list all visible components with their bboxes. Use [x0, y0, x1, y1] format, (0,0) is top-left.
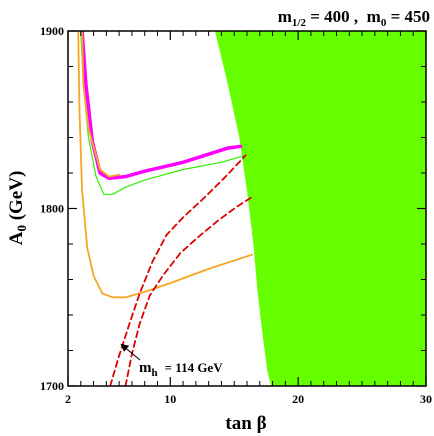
title-m0-main: m — [367, 7, 381, 26]
y-tick-label: 1700 — [40, 379, 64, 393]
mh-annotation-arrow — [122, 345, 140, 360]
mh-annotation: mh = 114 GeV — [139, 360, 223, 379]
mh-annotation-sub: h — [152, 367, 158, 379]
series-line-magenta-thick-0 — [82, 31, 241, 178]
title-m-half-value: = 400 , — [306, 7, 367, 26]
x-tick-label: 20 — [292, 392, 304, 406]
mh-annotation-main: m — [139, 360, 152, 376]
title-m-half-main: m — [278, 7, 292, 26]
x-tick-label: 2 — [65, 392, 71, 406]
x-tick-label: 10 — [164, 392, 176, 406]
mh-annotation-value: = 114 GeV — [165, 360, 224, 375]
excluded-region — [215, 31, 426, 386]
title-m-half-sub: 1/2 — [292, 17, 307, 29]
x-tick-label: 30 — [420, 392, 432, 406]
y-axis-label-main: A — [6, 231, 27, 245]
y-axis-label: A0 (GeV) — [6, 171, 29, 246]
excluded-region-layer — [215, 31, 426, 386]
y-axis-label-unit: (GeV) — [6, 171, 27, 225]
y-tick-label: 1800 — [40, 202, 64, 216]
title-m0-value: = 450 — [386, 7, 430, 26]
chart-title: m1/2 = 400 , m0 = 450 — [278, 7, 430, 29]
series-line-red-dashed-4 — [110, 155, 246, 386]
series-layer — [78, 31, 252, 386]
y-tick-label: 1900 — [40, 24, 64, 38]
plot-area — [78, 31, 426, 386]
x-axis-label: tan β — [225, 413, 266, 434]
